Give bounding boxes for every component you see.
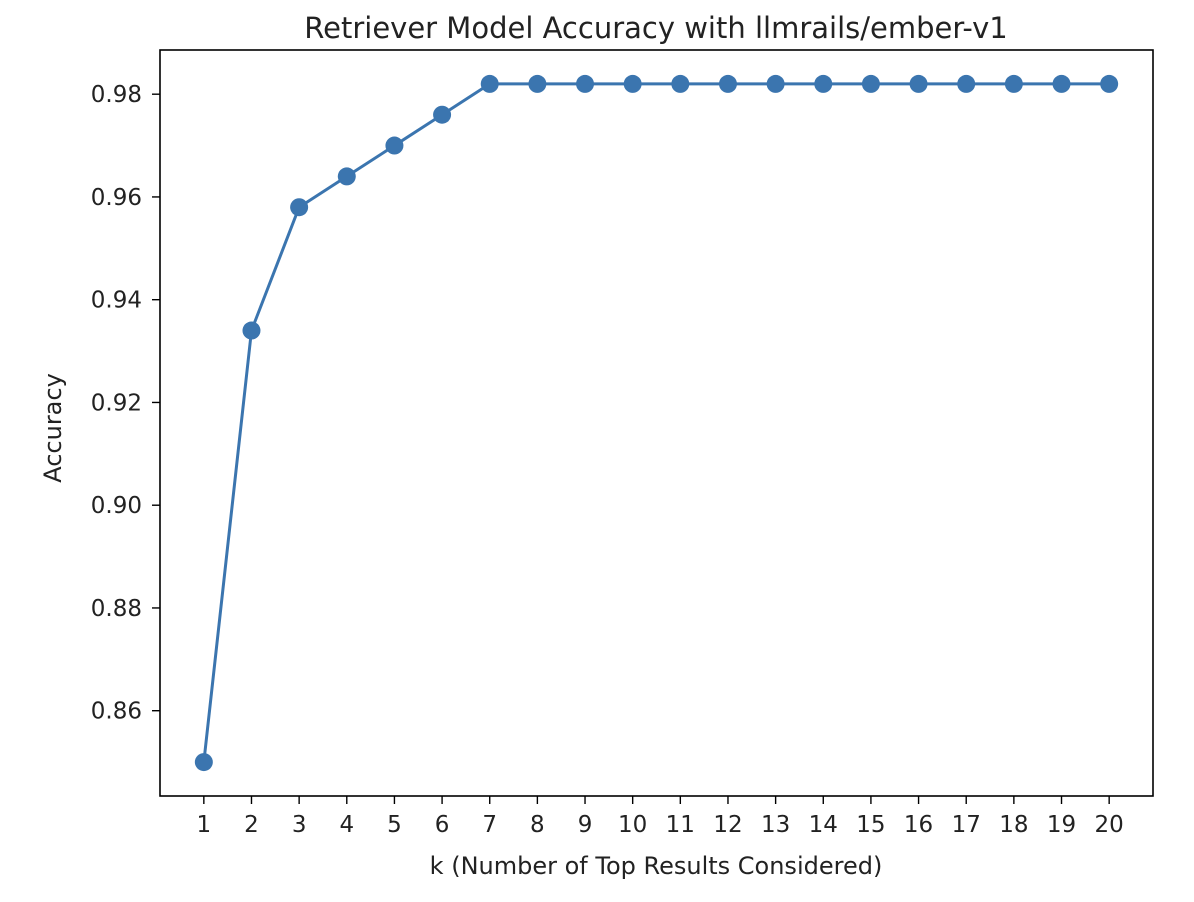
x-tick-label: 15 (856, 812, 885, 838)
data-point (718, 74, 737, 93)
data-point (957, 74, 976, 93)
chart-title: Retriever Model Accuracy with llmrails/e… (304, 11, 1007, 45)
x-tick-label: 4 (339, 812, 354, 838)
x-tick-label: 16 (904, 812, 933, 838)
data-point (337, 167, 356, 186)
y-tick-label: 0.86 (91, 699, 142, 725)
data-point (623, 74, 642, 93)
x-tick-label: 18 (999, 812, 1028, 838)
x-tick-label: 20 (1095, 812, 1124, 838)
data-point (385, 136, 404, 155)
data-point (242, 321, 261, 340)
data-point (861, 74, 880, 93)
series-line (202, 82, 1110, 763)
x-tick-label: 2 (244, 812, 259, 838)
x-tick-label: 13 (761, 812, 790, 838)
data-point (766, 74, 785, 93)
x-tick-label: 1 (197, 812, 212, 838)
x-tick-label: 5 (387, 812, 402, 838)
x-tick-label: 9 (578, 812, 593, 838)
data-point (814, 74, 833, 93)
y-tick-label: 0.92 (91, 390, 142, 416)
x-tick-label: 19 (1047, 812, 1076, 838)
plot-frame (159, 49, 1154, 797)
plot-area (194, 74, 1119, 772)
x-tick-label: 11 (666, 812, 695, 838)
data-point (1052, 74, 1071, 93)
x-tick-label: 3 (292, 812, 307, 838)
x-axis: 1 2 3 4 5 6 7 8 9 10 11 12 13 14 15 16 17 18 19 20 (197, 796, 1124, 838)
data-point (1100, 74, 1119, 93)
y-axis-title: Accuracy (39, 373, 67, 483)
y-tick-label: 0.90 (91, 493, 142, 519)
x-tick-label: 6 (435, 812, 450, 838)
x-tick-label: 12 (713, 812, 742, 838)
data-point (1004, 74, 1023, 93)
data-point (290, 198, 309, 217)
x-tick-label: 7 (482, 812, 497, 838)
data-point (528, 74, 547, 93)
data-point (194, 753, 213, 772)
x-axis-title: k (Number of Top Results Considered) (430, 852, 883, 880)
x-tick-label: 14 (809, 812, 838, 838)
data-point (576, 74, 595, 93)
y-tick-label: 0.96 (91, 185, 142, 211)
y-tick-label: 0.88 (91, 596, 142, 622)
y-tick-label: 0.98 (91, 82, 142, 108)
x-tick-label: 8 (530, 812, 545, 838)
y-axis: 0.86 0.88 0.90 0.92 0.94 0.96 0.98 (91, 82, 160, 725)
x-tick-label: 10 (618, 812, 647, 838)
data-point (480, 74, 499, 93)
y-tick-label: 0.94 (91, 288, 142, 314)
x-tick-label: 17 (952, 812, 981, 838)
data-point (671, 74, 690, 93)
data-point (909, 74, 928, 93)
data-point (433, 105, 452, 124)
